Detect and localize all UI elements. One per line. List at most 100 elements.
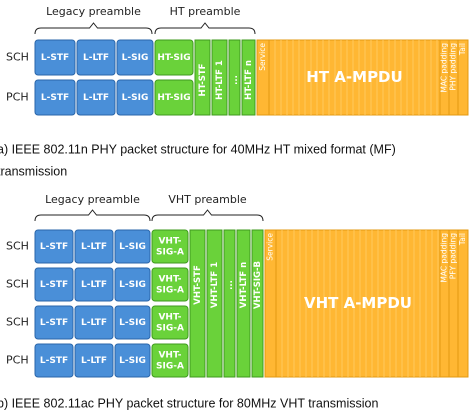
sig-block [154, 39, 194, 76]
tail-label: MAC padding [440, 233, 449, 283]
legacy-block [74, 267, 114, 302]
tail-label: PHY padding [449, 43, 458, 91]
block-label: L-STF [41, 93, 69, 103]
legacy-block [34, 267, 74, 302]
legacy-block [74, 305, 114, 340]
sig-label: VHT- [158, 351, 181, 361]
brace [34, 22, 153, 35]
block-label: L-LTF [81, 280, 107, 290]
block-label: L-SIG [119, 356, 146, 366]
legacy-block [116, 79, 154, 116]
row-label: SCH [6, 278, 29, 291]
legacy-block [74, 343, 114, 378]
row-label: SCH [6, 240, 29, 253]
sig-block [154, 79, 194, 116]
service-label: Service [258, 43, 267, 71]
legacy-block [34, 343, 74, 378]
sig-label: SIG-A [156, 362, 184, 372]
payload [275, 229, 441, 378]
block-label: L-SIG [119, 318, 146, 328]
service-label: Service [266, 233, 275, 261]
payload [268, 39, 441, 116]
column-label: VHT-STF [193, 265, 203, 305]
block-label: L-LTF [81, 356, 107, 366]
column-label: ... [230, 75, 240, 85]
preamble-column [251, 229, 264, 378]
block-label: L-SIG [119, 280, 146, 290]
preamble-label: VHT preamble [168, 193, 247, 206]
sig-label: VHT- [158, 275, 181, 285]
preamble-column [228, 39, 241, 116]
caption: a) IEEE 802.11n PHY packet structure for… [0, 142, 396, 156]
block-label: L-STF [41, 53, 69, 63]
row-label: PCH [6, 354, 29, 367]
tail-label: PFY padding [449, 233, 458, 280]
legacy-block [114, 305, 151, 340]
sig-label: SIG-A [156, 324, 184, 334]
preamble-label: Legacy preamble [45, 193, 140, 206]
block-label: L-SIG [119, 242, 146, 252]
column-label: VHT-LTF 1 [210, 262, 220, 308]
tail-label: Tail [458, 43, 467, 56]
caption: b) IEEE 802.11ac PHY packet structure fo… [0, 396, 378, 410]
brace [154, 22, 256, 35]
legacy-block [34, 229, 74, 264]
row-label: PCH [6, 91, 29, 104]
sig-block [151, 343, 189, 378]
brace [34, 209, 151, 222]
block-label: L-SIG [122, 53, 149, 63]
preamble-column [189, 229, 206, 378]
payload-label: VHT A-MPDU [304, 294, 412, 312]
legacy-block [34, 305, 74, 340]
column-label: HT-STF [198, 63, 208, 96]
legacy-block [114, 343, 151, 378]
legacy-block [76, 79, 116, 116]
preamble-column [211, 39, 228, 116]
preamble-column [223, 229, 236, 378]
block-label: L-STF [40, 280, 68, 290]
sig-label: SIG-A [156, 248, 184, 258]
sig-label: VHT- [158, 237, 181, 247]
block-label: L-STF [40, 356, 68, 366]
sig-block [151, 267, 189, 302]
block-label: L-STF [40, 242, 68, 252]
legacy-block [74, 229, 114, 264]
tail-field [457, 229, 469, 378]
sig-label: VHT- [158, 313, 181, 323]
payload-label: HT A-MPDU [306, 68, 402, 86]
legacy-block [34, 39, 76, 76]
legacy-block [114, 267, 151, 302]
sig-label: SIG-A [156, 286, 184, 296]
block-label: L-LTF [81, 318, 107, 328]
preamble-column [206, 229, 223, 378]
legacy-block [34, 79, 76, 116]
tail-label: Tail [458, 233, 467, 246]
column-label: VHT-SIG-B [253, 261, 263, 309]
block-label: L-STF [40, 318, 68, 328]
legacy-block [116, 39, 154, 76]
block-label: L-LTF [83, 53, 109, 63]
preamble-label: Legacy preamble [46, 5, 141, 18]
legacy-block [114, 229, 151, 264]
block-label: L-LTF [81, 242, 107, 252]
preamble-column [241, 39, 256, 116]
legacy-block [76, 39, 116, 76]
column-label: HT-LTF n [244, 60, 254, 100]
sig-block [151, 305, 189, 340]
sig-block [151, 229, 189, 264]
tail-field [457, 39, 469, 116]
column-label: ... [225, 280, 235, 290]
row-label: SCH [6, 51, 29, 64]
preamble-column [236, 229, 251, 378]
preamble-column [194, 39, 211, 116]
column-label: HT-LTF 1 [215, 60, 225, 100]
row-label: SCH [6, 316, 29, 329]
brace [151, 209, 264, 222]
block-label: L-SIG [122, 93, 149, 103]
block-label: L-LTF [83, 93, 109, 103]
sig-label: HT-SIG [157, 93, 190, 103]
column-label: VHT-LTF n [239, 262, 249, 308]
tail-label: MAC padding [440, 43, 449, 93]
caption: transmission [0, 164, 67, 178]
